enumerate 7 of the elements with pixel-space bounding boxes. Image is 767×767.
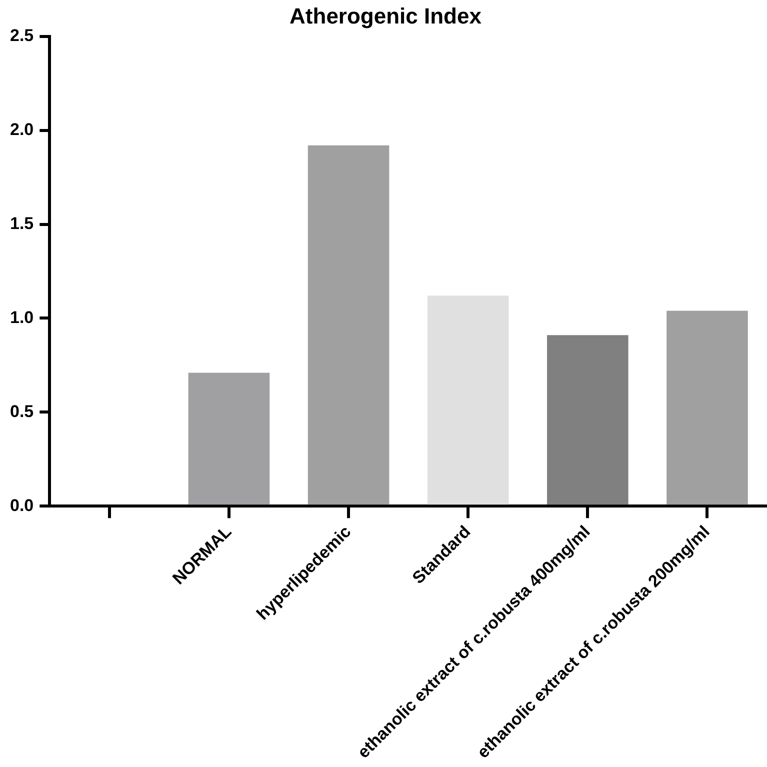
y-tick-label: 2.5 [10,26,34,46]
y-tick-label: 1.5 [10,214,34,233]
y-tick-label: 0.5 [10,402,34,421]
y-tick-label: 0.0 [10,496,34,515]
y-tick-label: 1.0 [10,308,34,327]
y-tick-label: 2.0 [10,120,34,140]
chart-title: Atherogenic Index [290,3,482,28]
